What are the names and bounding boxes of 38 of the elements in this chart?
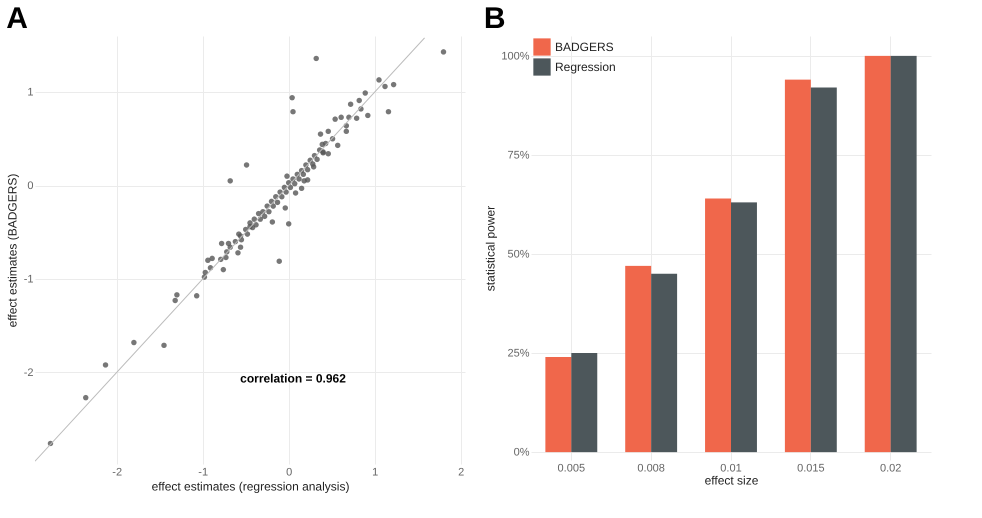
chart-title: A <box>6 2 28 35</box>
bar <box>545 356 572 452</box>
x-tick-label: 0.015 <box>797 462 825 474</box>
legend-label: Regression <box>555 60 616 74</box>
bar <box>625 266 652 452</box>
y-tick-label: 1 <box>27 86 34 99</box>
x-tick-label: 1 <box>372 466 378 478</box>
bar <box>571 353 598 452</box>
y-tick-label: 100% <box>501 50 530 62</box>
x-tick-label: 0.01 <box>720 462 742 474</box>
x-tick-label: 0.008 <box>637 462 665 474</box>
x-tick-label: 0.02 <box>880 462 902 474</box>
annotation: correlation = 0.962 <box>240 371 346 386</box>
x-tick-label: -2 <box>112 466 122 478</box>
y-tick-label: 25% <box>507 348 530 360</box>
bar <box>651 274 678 452</box>
x-tick-label: 0.005 <box>558 462 586 474</box>
x-tick-label: 2 <box>458 466 464 478</box>
bar <box>890 56 917 452</box>
x-tick-label: 0 <box>286 466 292 478</box>
bar <box>864 56 891 452</box>
x-axis-title: effect estimates (regression analysis) <box>152 480 350 494</box>
y-tick-label: 0 <box>27 180 34 192</box>
bar <box>784 80 811 452</box>
y-axis-title: effect estimates (BADGERS) <box>6 174 20 328</box>
y-tick-label: -2 <box>24 366 34 379</box>
chart-title: B <box>484 2 506 35</box>
x-tick-label: -1 <box>198 466 208 478</box>
y-tick-label: 75% <box>507 149 530 162</box>
y-tick-label: -1 <box>24 273 34 286</box>
bar <box>731 202 757 452</box>
y-tick-label: 0% <box>514 446 530 459</box>
x-axis-title: effect size <box>704 474 759 488</box>
y-tick-label: 50% <box>507 248 530 260</box>
legend-label: BADGERS <box>555 40 614 54</box>
bar <box>810 88 837 452</box>
bar <box>705 198 731 452</box>
y-axis-title: statistical power <box>483 206 498 292</box>
